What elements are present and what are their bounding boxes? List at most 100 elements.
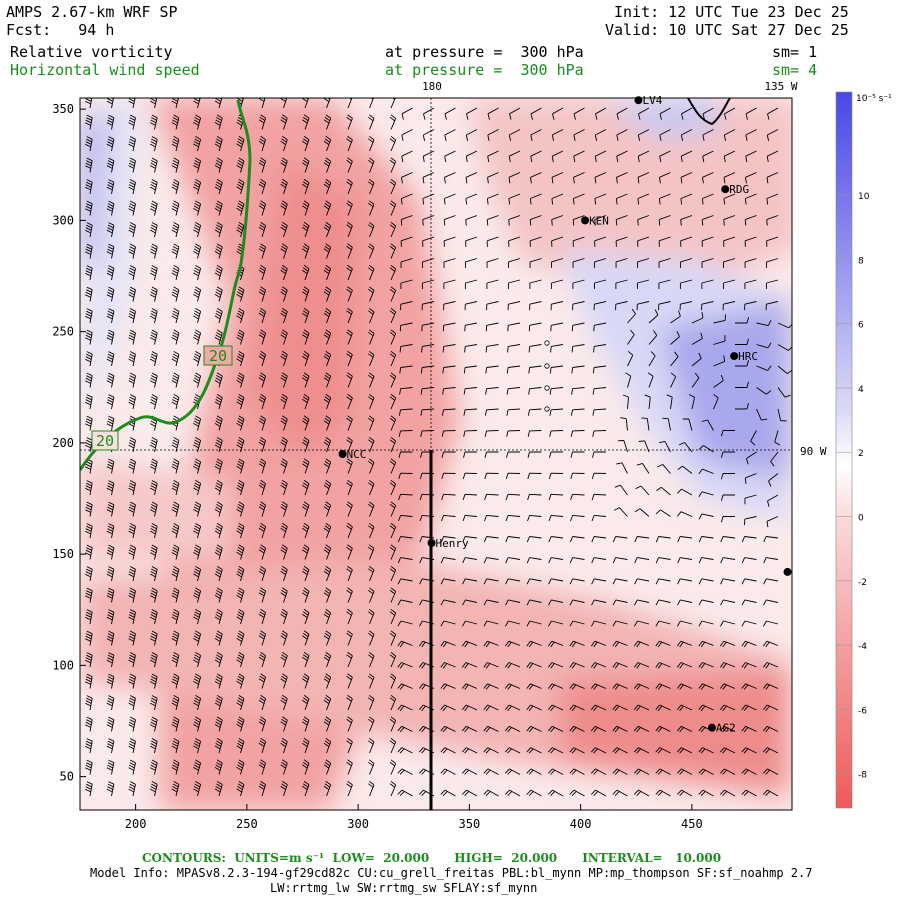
wind-barb [592, 430, 607, 437]
wind-barb [528, 387, 542, 395]
wind-barb [420, 387, 435, 395]
wind-barb [745, 129, 757, 141]
wind-barb [389, 200, 397, 216]
wind-barb [389, 415, 397, 431]
wind-barb [763, 599, 779, 606]
wind-barb [625, 372, 632, 388]
contours-info: CONTOURS: UNITS=m s⁻¹ LOW= 20.000 HIGH= … [142, 851, 722, 865]
wind-barb [593, 344, 607, 353]
wind-barb [389, 221, 397, 238]
wind-barb [505, 536, 521, 543]
wind-barb [551, 129, 564, 141]
wind-barb [594, 215, 607, 226]
wind-barbs [85, 98, 792, 797]
wind-barb [593, 279, 607, 289]
wind-barb [149, 673, 158, 689]
wind-barb [677, 599, 693, 606]
wind-barb [461, 789, 478, 797]
wind-barb [302, 135, 310, 152]
wind-barb [766, 193, 779, 205]
wind-barb [551, 172, 564, 184]
wind-barb [647, 372, 654, 388]
wind-barb [698, 768, 714, 775]
wind-barb [507, 279, 521, 289]
wind-barb [236, 673, 245, 689]
colorbar-ramp [835, 91, 853, 809]
wind-barb [258, 694, 267, 711]
wind-barb [149, 458, 158, 474]
wind-barb [526, 620, 542, 627]
wind-barb [680, 150, 693, 163]
wind-barb [421, 279, 435, 289]
wind-barb [171, 673, 180, 689]
wind-barb [634, 508, 650, 517]
wind-barb [368, 759, 375, 775]
wind-barb [637, 258, 650, 268]
wind-barb [171, 587, 180, 603]
wind-barb [128, 759, 136, 775]
wind-barb [612, 578, 628, 585]
wind-barb [389, 393, 397, 410]
wind-barb [440, 747, 456, 754]
wind-barb [128, 544, 136, 560]
wind-barb [508, 150, 521, 163]
wind-barb [346, 544, 353, 560]
wind-barb [443, 215, 456, 226]
wind-barb [106, 200, 115, 216]
wind-barb [128, 265, 136, 281]
wind-barb [573, 150, 585, 163]
wind-barb [389, 694, 397, 711]
wind-barb [441, 514, 456, 522]
wind-barb [658, 301, 671, 311]
wind-barb [368, 329, 375, 345]
wind-barb [590, 683, 607, 690]
wind-barb [485, 322, 499, 332]
wind-barb [193, 781, 202, 797]
wind-barb [698, 578, 714, 585]
wind-barb [547, 768, 564, 775]
wind-barb [85, 437, 93, 453]
wind-barb [171, 609, 180, 625]
wind-barb [590, 640, 607, 648]
wind-barb [443, 236, 456, 247]
wind-barb [280, 372, 288, 388]
wind-barb [368, 307, 375, 324]
wind-barb [400, 236, 413, 247]
wind-barb [280, 221, 288, 238]
wind-barb [149, 351, 158, 367]
wind-barb [302, 522, 310, 539]
wind-barb [323, 565, 332, 582]
wind-barb [346, 307, 353, 324]
init-time: Init: 12 UTC Tue 23 Dec 25 [614, 3, 849, 21]
wind-barb [236, 286, 245, 302]
wind-barb [777, 365, 792, 374]
wind-barb [236, 781, 245, 797]
wind-barb [397, 683, 413, 690]
wind-barb [323, 458, 332, 474]
wind-barb [193, 351, 202, 367]
wind-barb [461, 640, 478, 648]
wind-barb [368, 630, 375, 646]
wind-barb [526, 578, 542, 585]
wind-barb [547, 789, 564, 797]
stations: NCC Henry KEN RDG HRC AG2 LV4 [338, 94, 792, 735]
wind-barb [128, 437, 136, 453]
wind-barb [397, 747, 413, 754]
wind-barb [701, 215, 714, 226]
wind-barb [258, 135, 267, 152]
wind-barb [504, 768, 521, 775]
wind-barb [720, 494, 735, 501]
wind-barb [368, 608, 375, 625]
wind-barb [465, 129, 478, 141]
wind-barb [504, 747, 521, 754]
wind-barb [676, 488, 693, 496]
wind-barb [214, 286, 223, 302]
wind-barb [149, 630, 158, 646]
wind-barb [302, 651, 310, 668]
wind-barb [616, 462, 628, 474]
wind-barb [171, 566, 180, 582]
wind-barb [591, 620, 607, 627]
station-label: Henry [436, 537, 469, 550]
wind-barb [483, 747, 499, 754]
wind-barb [569, 789, 585, 797]
